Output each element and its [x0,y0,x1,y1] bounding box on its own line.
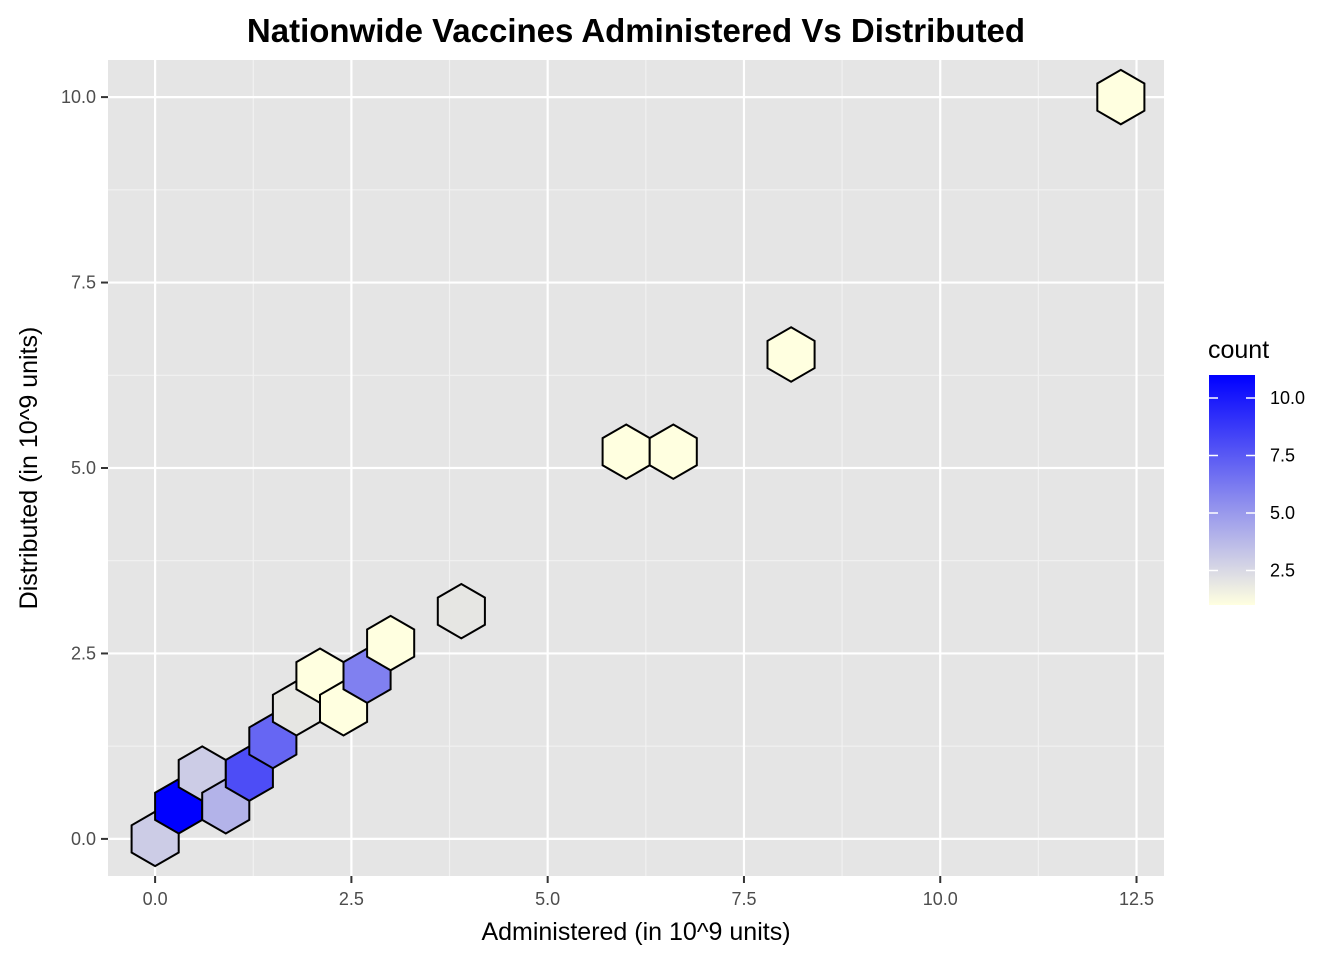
y-tick-label: 5.0 [71,458,96,478]
x-tick-label: 5.0 [535,889,560,909]
hex-bins [130,68,1146,868]
y-tick-label: 7.5 [71,273,96,293]
hex-bin [436,582,486,640]
legend-tick-label: 10.0 [1270,388,1305,408]
legend-ticks: 2.5 5.0 7.5 10.0 [1209,388,1305,581]
x-axis-ticks: 0.0 2.5 5.0 7.5 10.0 12.5 [143,876,1154,909]
y-tick-label: 10.0 [61,87,96,107]
x-axis-label: Administered (in 10^9 units) [481,918,790,946]
legend-tick-label: 5.0 [1270,503,1295,523]
legend-tick-label: 2.5 [1270,561,1295,581]
x-tick-label: 2.5 [339,889,364,909]
legend-tick-label: 7.5 [1270,446,1295,466]
y-tick-label: 2.5 [71,643,96,663]
major-gridlines [108,60,1164,876]
legend-colorbar [1209,375,1255,605]
y-tick-label: 0.0 [71,829,96,849]
y-axis-label: Distributed (in 10^9 units) [15,327,43,610]
legend-title: count [1208,336,1269,364]
hex-bin [366,614,416,672]
hex-bin [766,326,816,383]
chart-title: Nationwide Vaccines Administered Vs Dist… [247,12,1025,49]
x-tick-label: 0.0 [143,889,168,909]
legend: count 2.5 5.0 7.5 10.0 [1208,336,1305,605]
hex-bin [1096,68,1146,126]
x-tick-label: 12.5 [1119,889,1154,909]
x-tick-label: 7.5 [731,889,756,909]
hex-bin [648,423,698,481]
y-axis-ticks: 0.0 2.5 5.0 7.5 10.0 [61,87,108,849]
x-tick-label: 10.0 [923,889,958,909]
